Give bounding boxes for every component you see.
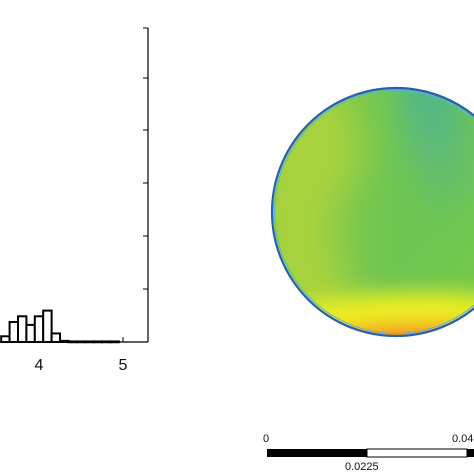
scale-label-mid: 0.0225 bbox=[345, 461, 379, 473]
histogram-bar bbox=[75, 340, 87, 344]
heatmap-green-center bbox=[330, 160, 450, 300]
histogram-bar bbox=[101, 340, 112, 344]
scale-label-zero: 0 bbox=[263, 433, 269, 445]
scale-bar-segment-2 bbox=[366, 448, 468, 458]
histogram-bar bbox=[92, 340, 103, 344]
scale-bar: 0 0.04 0.0225 bbox=[263, 433, 474, 473]
heatmap-magenta-spot bbox=[410, 374, 474, 398]
heatmap-disc bbox=[270, 86, 474, 410]
heatmap-rim bbox=[270, 86, 474, 338]
histogram-bar bbox=[17, 315, 28, 343]
heatmap-red-band bbox=[290, 346, 474, 410]
histogram-right-ticks bbox=[143, 27, 148, 290]
heatmap-rim-inner bbox=[274, 90, 474, 334]
histogram-bar bbox=[109, 340, 120, 344]
histogram-bar bbox=[59, 339, 70, 344]
histogram-x-tick-label: 4 bbox=[35, 357, 44, 374]
scale-bar-segment-1 bbox=[267, 449, 367, 457]
scale-label-max: 0.04 bbox=[452, 433, 473, 445]
histogram-bars bbox=[0, 309, 120, 344]
histogram-bar bbox=[42, 309, 53, 344]
scale-bar-segment-3 bbox=[467, 449, 474, 457]
histogram-bar bbox=[84, 340, 95, 344]
histogram-bar bbox=[25, 323, 36, 344]
histogram-bar bbox=[8, 321, 19, 344]
histogram-bar bbox=[67, 340, 78, 344]
histogram-bar bbox=[0, 335, 11, 344]
histogram-x-tick-label: 5 bbox=[119, 357, 128, 374]
heatmap-yellow-band bbox=[272, 293, 474, 336]
histogram-bar bbox=[33, 315, 45, 343]
histogram-bar bbox=[50, 332, 61, 344]
